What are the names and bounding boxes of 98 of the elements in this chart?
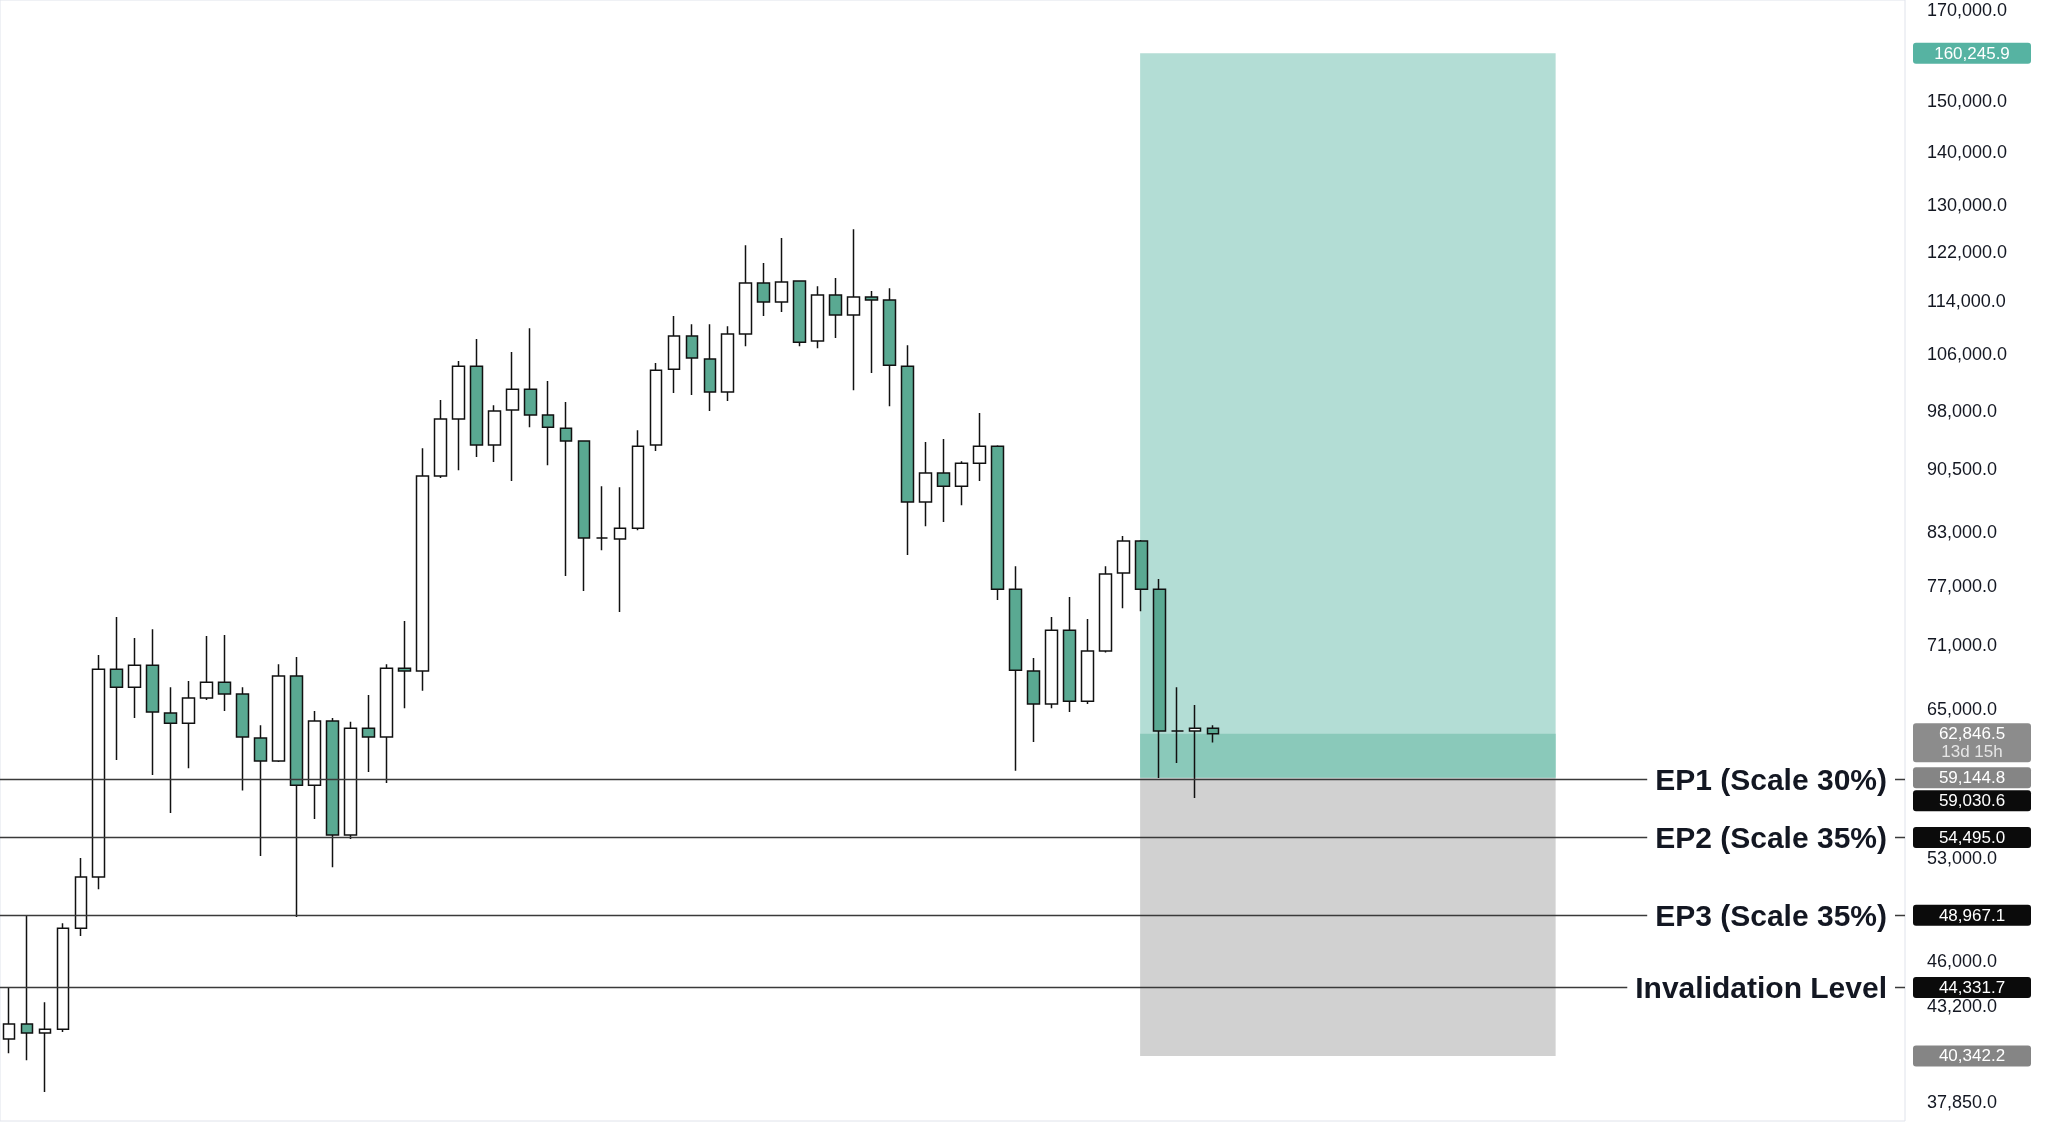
candlestick <box>199 635 214 701</box>
candlestick <box>343 721 358 840</box>
candlestick <box>738 244 753 347</box>
candlestick <box>595 485 609 552</box>
text: 59,030.6 <box>1938 791 2006 811</box>
candlestick <box>577 439 591 592</box>
candlestick <box>20 915 34 1061</box>
candlestick <box>631 429 645 531</box>
ref-line-label: EP2 (Scale 35%) <box>1655 820 1887 854</box>
candlestick <box>828 277 843 339</box>
candlestick <box>918 441 933 527</box>
candlestick <box>38 1001 52 1093</box>
candlestick <box>559 401 573 577</box>
candlestick <box>325 717 340 869</box>
text: 59,144.8 <box>1938 768 2006 788</box>
y-tick-label: 98,000.0 <box>1927 400 1998 421</box>
y-tick-label: 53,000.0 <box>1927 847 1998 868</box>
text: 160,245.9 <box>1934 43 2010 63</box>
candlestick <box>954 460 969 506</box>
candlestick <box>451 360 466 472</box>
candlestick <box>1008 565 1023 772</box>
candlestick <box>361 694 376 773</box>
candlestick <box>1188 704 1202 799</box>
text: 54,495.0 <box>1938 827 2006 847</box>
candlestick <box>1098 565 1113 654</box>
candlestick <box>1080 618 1095 705</box>
candlestick <box>846 228 861 391</box>
candlestick <box>990 444 1005 601</box>
candlestick <box>163 686 178 814</box>
candlestick <box>703 323 717 412</box>
y-tick-label: 46,000.0 <box>1927 950 1998 971</box>
candlestick <box>720 325 735 402</box>
candlestick <box>1062 596 1077 713</box>
candlestick <box>181 680 196 770</box>
y-tick-label: 140,000.0 <box>1927 141 2008 162</box>
candlestick <box>109 616 124 761</box>
candlestick <box>900 344 915 556</box>
y-tick-label: 83,000.0 <box>1927 521 1998 542</box>
candlestick <box>1044 616 1059 709</box>
candlestick <box>936 438 951 523</box>
text: 13d 15h <box>1941 742 2003 762</box>
y-tick-label: 77,000.0 <box>1927 576 1998 597</box>
candlestick <box>523 327 538 428</box>
candlestick <box>74 857 88 937</box>
candlestick <box>127 637 142 719</box>
candlestick <box>613 486 627 613</box>
candlestick <box>541 380 555 466</box>
candlestick <box>1206 724 1220 744</box>
y-tick-label: 43,200.0 <box>1927 996 1998 1017</box>
candlestick <box>810 285 825 349</box>
candlestick <box>271 663 286 763</box>
candlestick <box>667 315 681 394</box>
text: 40,342.2 <box>1938 1046 2006 1066</box>
candlestick <box>756 262 771 317</box>
ref-line-label: EP3 (Scale 35%) <box>1655 898 1887 932</box>
text: 48,967.1 <box>1938 905 2006 925</box>
candlestick <box>397 620 412 709</box>
candlestick <box>792 279 807 347</box>
y-tick-label: 114,000.0 <box>1927 290 2006 311</box>
candlestick <box>972 412 987 482</box>
candlestick <box>1116 535 1131 609</box>
y-tick-label: 71,000.0 <box>1927 635 1998 656</box>
text: 62,846.5 <box>1938 724 2006 744</box>
ref-line-label: Invalidation Level <box>1635 970 1887 1004</box>
y-tick-label: 170,000.0 <box>1927 0 2008 21</box>
candlestick <box>1152 578 1167 779</box>
candlestick <box>379 663 394 784</box>
y-tick-label: 37,850.0 <box>1927 1092 1998 1113</box>
candlestick <box>56 922 70 1033</box>
candlestick <box>415 447 430 692</box>
candlestick <box>145 628 160 776</box>
candlestick <box>1170 686 1185 764</box>
ref-line-label: EP1 (Scale 30%) <box>1655 762 1887 796</box>
y-tick-label: 122,000.0 <box>1927 241 2008 262</box>
candlestick <box>253 724 268 857</box>
candlestick <box>1134 539 1149 613</box>
candlestick <box>433 399 448 479</box>
candlestick <box>649 362 663 452</box>
y-tick-label: 90,500.0 <box>1927 458 1998 479</box>
y-tick-label: 130,000.0 <box>1927 195 2008 216</box>
candlestick <box>469 338 484 458</box>
candlestick <box>217 634 232 712</box>
text: 44,331.7 <box>1938 977 2006 997</box>
candlestick <box>487 404 502 463</box>
candlestick <box>685 323 699 396</box>
y-tick-label: 150,000.0 <box>1927 91 2008 112</box>
candlestick <box>307 710 322 820</box>
candlestick <box>864 290 879 374</box>
candlestick <box>2 986 16 1054</box>
candlestick <box>882 287 897 407</box>
y-tick-label: 106,000.0 <box>1927 343 2008 364</box>
candlestick <box>774 237 789 313</box>
candlestick <box>289 656 304 918</box>
candlestick <box>1026 657 1041 743</box>
y-tick-label: 65,000.0 <box>1927 699 1998 720</box>
candlestick <box>91 654 106 891</box>
candlestick <box>505 351 520 482</box>
candlestick <box>235 686 250 792</box>
